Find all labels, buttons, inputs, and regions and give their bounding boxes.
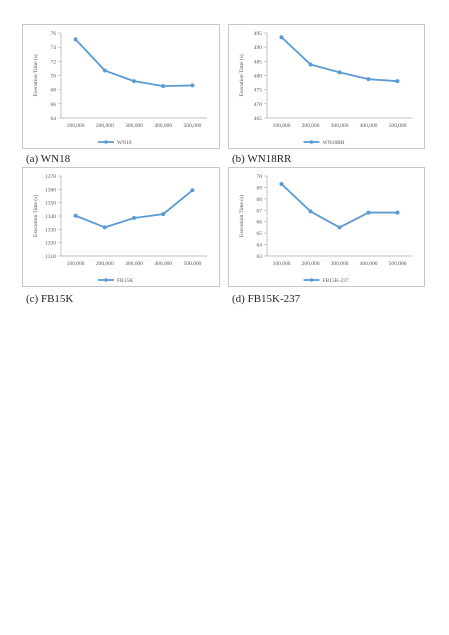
y-tick-label: 1340 bbox=[45, 214, 56, 220]
chart-caption: (d) FB15K-237 bbox=[232, 293, 301, 305]
y-tick-label: 1370 bbox=[45, 174, 56, 180]
legend-label: FB15K bbox=[117, 278, 133, 284]
series-line bbox=[75, 189, 193, 229]
x-tick-label: 100,000 bbox=[273, 261, 291, 267]
y-tick-label: 495 bbox=[254, 31, 263, 37]
legend-swatch-marker bbox=[104, 140, 108, 144]
y-tick-label: 66 bbox=[51, 102, 57, 108]
y-tick-label: 465 bbox=[254, 116, 263, 122]
y-tick-label: 470 bbox=[254, 102, 263, 108]
y-tick-label: 490 bbox=[254, 45, 263, 51]
y-axis-label: Execution Time (s) bbox=[238, 54, 245, 96]
y-tick-label: 1310 bbox=[45, 254, 56, 260]
data-point bbox=[132, 79, 136, 84]
y-tick-label: 65 bbox=[257, 231, 263, 237]
data-point bbox=[161, 84, 166, 89]
y-tick-label: 68 bbox=[51, 88, 57, 94]
data-point bbox=[279, 182, 284, 186]
y-tick-label: 64 bbox=[51, 116, 57, 122]
chart-caption: (a) WN18 bbox=[26, 153, 71, 165]
chart-caption: (b) WN18RR bbox=[232, 153, 292, 165]
y-tick-label: 475 bbox=[254, 88, 263, 94]
x-tick-label: 300,000 bbox=[125, 261, 143, 267]
legend-swatch-marker bbox=[309, 278, 314, 282]
data-point bbox=[190, 83, 195, 88]
data-point bbox=[337, 225, 342, 230]
x-tick-label: 300,000 bbox=[331, 123, 349, 129]
chart-svg: 63 64 65 66 67 68 69 70 100,000 200,000 300,000 400… bbox=[238, 174, 412, 284]
series-line bbox=[280, 183, 398, 229]
x-tick-label: 300,000 bbox=[125, 123, 143, 129]
x-tick-label: 400,000 bbox=[154, 261, 172, 267]
y-tick-label: 1360 bbox=[45, 187, 56, 193]
data-point bbox=[132, 216, 136, 220]
chart-frame: 1310 1320 1330 1340 1350 1360 1370 100,000 200,0… bbox=[22, 167, 220, 287]
data-point bbox=[395, 210, 400, 215]
data-point bbox=[73, 37, 78, 42]
x-tick-label: 400,000 bbox=[154, 123, 172, 129]
legend-label: WN18RR bbox=[323, 140, 345, 146]
x-tick-label: 200,000 bbox=[302, 123, 320, 129]
x-tick-label: 200,000 bbox=[96, 261, 114, 267]
x-tick-label: 100,000 bbox=[67, 123, 85, 129]
y-tick-label: 1350 bbox=[45, 201, 56, 207]
y-tick-label: 480 bbox=[254, 74, 263, 80]
y-tick-label: 70 bbox=[257, 174, 263, 180]
y-tick-label: 74 bbox=[51, 45, 57, 51]
chart-svg: 64 66 68 70 72 74 76 100,000 200,000 300,000 400,0… bbox=[32, 31, 207, 146]
data-point bbox=[308, 62, 313, 67]
y-tick-label: 76 bbox=[51, 31, 57, 37]
x-tick-label: 500,000 bbox=[183, 123, 201, 129]
y-tick-label: 63 bbox=[257, 254, 263, 260]
data-point bbox=[279, 35, 284, 40]
y-tick-label: 1330 bbox=[45, 227, 56, 233]
data-point bbox=[395, 79, 400, 84]
chart-frame: 63 64 65 66 67 68 69 70 100,000 200,000 300,000 400… bbox=[228, 167, 425, 287]
legend-label: WN18 bbox=[117, 140, 132, 146]
data-point bbox=[161, 212, 166, 217]
y-axis-label: Execution Time (s) bbox=[238, 195, 245, 237]
chart-frame: 465 470 475 480 485 490 495 100,000 200,000 300,0… bbox=[228, 24, 425, 149]
legend-swatch-marker bbox=[104, 278, 108, 282]
chart-caption: (c) FB15K bbox=[26, 293, 74, 305]
data-point bbox=[102, 68, 107, 73]
data-point bbox=[308, 209, 313, 214]
series-line bbox=[74, 38, 193, 88]
x-tick-label: 100,000 bbox=[273, 123, 291, 129]
chart-svg: 1310 1320 1330 1340 1350 1360 1370 100,000 200,0… bbox=[32, 174, 207, 284]
y-tick-label: 70 bbox=[51, 74, 57, 80]
data-point bbox=[337, 70, 342, 75]
y-tick-label: 485 bbox=[254, 59, 263, 65]
y-tick-label: 67 bbox=[257, 208, 263, 214]
x-tick-label: 100,000 bbox=[67, 261, 85, 267]
x-tick-label: 400,000 bbox=[360, 261, 378, 267]
x-tick-label: 500,000 bbox=[389, 123, 407, 129]
x-tick-label: 400,000 bbox=[360, 123, 378, 129]
y-tick-label: 69 bbox=[257, 185, 263, 191]
chart-frame: 64 66 68 70 72 74 76 100,000 200,000 300,000 400,0… bbox=[22, 24, 220, 149]
data-point bbox=[102, 225, 107, 230]
y-tick-label: 64 bbox=[257, 243, 263, 249]
legend-label: FB15K-237 bbox=[323, 278, 350, 284]
series-line bbox=[280, 36, 398, 83]
y-axis-label: Execution Time (s) bbox=[32, 54, 39, 96]
data-point bbox=[73, 213, 78, 218]
data-point bbox=[366, 77, 371, 82]
x-tick-label: 300,000 bbox=[331, 261, 349, 267]
data-point bbox=[366, 210, 371, 215]
chart-svg: 465 470 475 480 485 490 495 100,000 200,000 300,0… bbox=[238, 31, 412, 146]
x-tick-label: 500,000 bbox=[389, 261, 407, 267]
x-tick-label: 200,000 bbox=[96, 123, 114, 129]
y-tick-label: 68 bbox=[257, 197, 263, 203]
y-axis-label: Execution Time (s) bbox=[32, 195, 39, 237]
legend-swatch-marker bbox=[309, 140, 314, 144]
x-tick-label: 200,000 bbox=[302, 261, 320, 267]
x-tick-label: 500,000 bbox=[183, 261, 201, 267]
y-tick-label: 1320 bbox=[45, 241, 56, 247]
y-tick-label: 66 bbox=[257, 220, 263, 226]
data-point bbox=[190, 188, 195, 193]
y-tick-label: 72 bbox=[51, 59, 57, 65]
